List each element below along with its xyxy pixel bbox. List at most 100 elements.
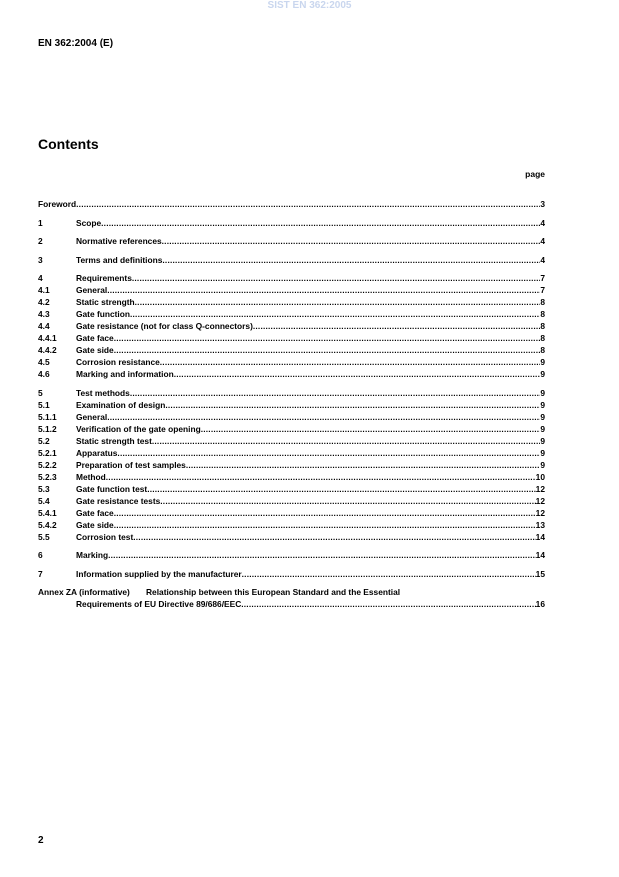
toc-entry[interactable]: 5.5 Corrosion test 14: [38, 531, 545, 543]
toc-entry-number: 5: [38, 387, 43, 398]
dot-leader: [114, 332, 541, 344]
toc-entry[interactable]: 4.6 Marking and information 9: [38, 368, 545, 380]
toc-entry-number: 6: [38, 550, 43, 560]
toc-entry-number: 1: [38, 217, 43, 228]
toc-entry[interactable]: 2 Normative references 4: [38, 235, 545, 247]
toc-entry-page: 8: [540, 345, 545, 355]
dot-leader: [160, 356, 541, 368]
toc-entry[interactable]: 5.2 Static strength test 9: [38, 435, 545, 447]
toc-entry[interactable]: Foreword 3: [38, 198, 545, 210]
toc-entry[interactable]: 5.1.2 Verification of the gate opening 9: [38, 423, 545, 435]
toc-entry-page: 8: [540, 309, 545, 319]
toc-entry-title: Terms and definitions: [76, 254, 163, 265]
toc-entry[interactable]: 3 Terms and definitions 4: [38, 254, 545, 266]
toc-entry-title: Corrosion resistance: [76, 357, 160, 367]
toc-entry[interactable]: 4.2 Static strength 8: [38, 296, 545, 308]
toc-entry-page: 8: [540, 321, 545, 331]
toc-entry-page: 8: [540, 333, 545, 343]
toc-entry-number: 5.3: [38, 483, 50, 494]
toc-entry[interactable]: 4.4.2 Gate side 8: [38, 344, 545, 356]
toc-entry[interactable]: 5.1 Examination of design 9: [38, 399, 545, 411]
toc-entry-page: 4: [540, 254, 545, 265]
toc-entry-number: 4.4: [38, 321, 50, 331]
toc-entry-title: Examination of design: [76, 399, 166, 410]
toc-entry-page: 9: [540, 447, 545, 458]
dot-leader: [101, 217, 540, 229]
dot-leader: [253, 320, 540, 332]
toc-entry[interactable]: 5.4 Gate resistance tests 12: [38, 495, 545, 507]
toc-entry-number: 5.1: [38, 399, 50, 410]
toc-entry-number: 2: [38, 236, 43, 246]
dot-leader: [241, 598, 535, 610]
toc-entry-page: 9: [540, 435, 545, 446]
toc-entry-title: Normative references: [76, 236, 162, 246]
page-title: Contents: [38, 136, 99, 152]
dot-leader: [174, 368, 541, 380]
toc-entry-title: Gate face: [76, 507, 114, 518]
toc-entry[interactable]: 4.4 Gate resistance (not for class Q-conn…: [38, 320, 545, 332]
toc-entry-number: 5.4.1: [38, 507, 57, 518]
toc-entry[interactable]: 5.1.1 General 9: [38, 411, 545, 423]
toc-entry-number: 5.1.2: [38, 423, 57, 434]
toc-entry-title: Foreword: [38, 199, 77, 209]
toc-entry-title: Static strength: [76, 297, 135, 307]
toc-entry-title: Gate side: [76, 519, 114, 530]
toc-entry-page: 10: [535, 471, 545, 482]
toc-entry[interactable]: 5.3 Gate function test 12: [38, 483, 545, 495]
annex-title-line2: Requirements of EU Directive 89/686/EEC: [76, 599, 242, 609]
toc-entry-title: Preparation of test samples: [76, 459, 186, 470]
toc-entry-number: 7: [38, 568, 43, 579]
toc-entry-title: Static strength test: [76, 435, 152, 446]
toc-entry-title: Gate resistance (not for class Q-connect…: [76, 321, 253, 331]
toc-entry-page: 12: [535, 483, 545, 494]
dot-leader: [201, 423, 541, 435]
toc-entry-page: 13: [535, 519, 545, 530]
toc-entry-title: Gate face: [76, 333, 114, 343]
toc-entry-number: 5.2: [38, 435, 50, 446]
dot-leader: [132, 272, 540, 284]
watermark: SIST EN 362:2005: [267, 0, 352, 11]
toc-entry[interactable]: 5.2.1 Apparatus 9: [38, 447, 545, 459]
dot-leader: [117, 447, 540, 459]
dot-leader: [147, 483, 535, 495]
toc-entry-page: 8: [540, 297, 545, 307]
annex-page: 16: [535, 599, 545, 609]
toc-entry[interactable]: 4.3 Gate function 8: [38, 308, 545, 320]
toc-entry-page: 7: [540, 285, 545, 295]
toc-entry[interactable]: 6 Marking 14: [38, 549, 545, 561]
toc-entry-number: 5.5: [38, 531, 50, 542]
toc-entry-page: 9: [540, 357, 545, 367]
toc-entry[interactable]: 1 Scope 4: [38, 217, 545, 229]
toc-entry[interactable]: 5.2.3 Method 10: [38, 471, 545, 483]
dot-leader: [106, 471, 536, 483]
dot-leader: [114, 507, 536, 519]
dot-leader: [152, 435, 540, 447]
toc-annex-entry[interactable]: Annex ZA (informative) Relationship betwe…: [38, 586, 545, 598]
toc-entry-title: Apparatus: [76, 447, 118, 458]
table-of-contents: Foreword 3 1 Scope 4 2 Normative references 4…: [38, 198, 545, 610]
toc-entry[interactable]: 4 Requirements 7: [38, 272, 545, 284]
toc-entry-number: 4.6: [38, 369, 50, 379]
dot-leader: [242, 568, 536, 580]
toc-entry[interactable]: 4.4.1 Gate face 8: [38, 332, 545, 344]
toc-entry[interactable]: 5.4.1 Gate face 12: [38, 507, 545, 519]
toc-entry[interactable]: 5.4.2 Gate side 13: [38, 519, 545, 531]
dot-leader: [76, 198, 540, 210]
toc-entry[interactable]: 5.2.2 Preparation of test samples 9: [38, 459, 545, 471]
toc-entry-number: 4: [38, 273, 43, 283]
toc-entry[interactable]: 4.5 Corrosion resistance 9: [38, 356, 545, 368]
toc-entry-number: 5.4.2: [38, 519, 57, 530]
dot-leader: [133, 531, 535, 543]
toc-entry-page: 4: [540, 217, 545, 228]
toc-entry-number: 4.2: [38, 297, 50, 307]
toc-entry-number: 4.5: [38, 357, 50, 367]
dot-leader: [107, 284, 540, 296]
toc-entry[interactable]: 4.1 General 7: [38, 284, 545, 296]
toc-entry-page: 9: [540, 387, 545, 398]
toc-annex-entry-continued[interactable]: Requirements of EU Directive 89/686/EEC 1…: [38, 598, 545, 610]
dot-leader: [135, 296, 541, 308]
toc-entry-title: Gate function: [76, 309, 130, 319]
toc-entry[interactable]: 7 Information supplied by the manufacture…: [38, 568, 545, 580]
page-column-label: page: [525, 169, 545, 179]
toc-entry[interactable]: 5 Test methods 9: [38, 387, 545, 399]
